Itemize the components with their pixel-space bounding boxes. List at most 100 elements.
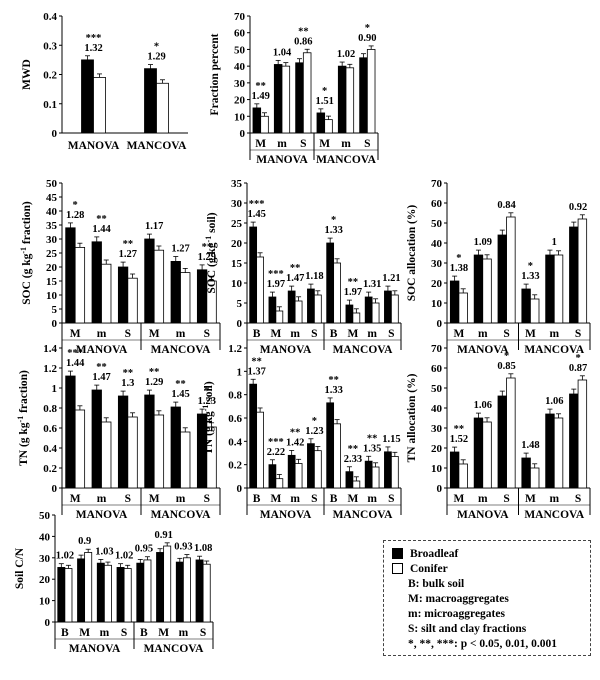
category-label: S: [364, 138, 370, 150]
ratio-label: 1.02: [337, 49, 355, 60]
significance-marker: *: [204, 386, 209, 397]
bar-broadleaf: [497, 395, 507, 489]
y-tick-label: 70: [431, 343, 443, 355]
y-tick-label: 15: [46, 276, 58, 288]
y-axis-label: SOC (g kg-1 soil): [204, 212, 219, 293]
significance-marker: **: [251, 356, 262, 367]
bar-broadleaf: [384, 290, 392, 324]
significance-marker: **: [123, 239, 134, 250]
ratio-label: 1.08: [194, 543, 212, 554]
y-tick-label: 15: [231, 258, 243, 270]
bar-broadleaf: [307, 288, 315, 324]
significance-marker: *: [331, 215, 336, 226]
bar-conifer: [123, 568, 132, 623]
y-tick-label: 0: [437, 318, 443, 330]
bar-broadleaf: [117, 395, 129, 489]
category-label: B: [61, 627, 69, 639]
bar-conifer: [458, 292, 468, 324]
y-tick-label: 50: [431, 218, 443, 230]
bar-conifer: [281, 65, 291, 134]
bar-conifer: [256, 411, 264, 489]
category-label: m: [290, 328, 300, 340]
group-label: MANCOVA: [524, 509, 585, 521]
y-tick-label: 20: [234, 95, 246, 107]
bar-conifer: [127, 277, 138, 324]
bar-broadleaf: [545, 413, 555, 489]
significance-marker: **: [348, 277, 359, 288]
bar-broadleaf: [81, 59, 94, 134]
bar-broadleaf: [273, 64, 283, 134]
bar-conifer: [163, 545, 172, 623]
ratio-label: 1.29: [145, 377, 163, 388]
category-label: m: [176, 493, 186, 505]
bar-broadleaf: [65, 227, 76, 324]
group-label: MANOVA: [457, 509, 509, 521]
y-tick-label: 0.4: [228, 436, 242, 448]
significance-marker: *: [154, 42, 159, 53]
category-label: m: [367, 328, 377, 340]
y-tick-label: 40: [46, 206, 58, 218]
y-tick-label: 25: [46, 248, 58, 260]
ratio-label: 1.33: [324, 225, 342, 236]
bar-conifer: [390, 294, 399, 324]
ratio-label: 1.04: [273, 47, 292, 58]
category-label: m: [97, 328, 107, 340]
bar-broadleaf: [252, 107, 262, 134]
category-label: M: [453, 328, 464, 340]
y-axis-label: TN allocation (%): [406, 373, 418, 462]
ratio-label: 1.51: [315, 96, 333, 107]
bar-conifer: [324, 119, 333, 134]
group-label: MANOVA: [76, 509, 128, 521]
ratio-label: 1.3: [121, 378, 134, 389]
ratio-label: 0.93: [174, 542, 192, 553]
y-tick-label: 0.8: [228, 390, 242, 402]
group-label: MANOVA: [68, 140, 120, 152]
ratio-label: 1.09: [474, 237, 492, 248]
bar-broadleaf: [345, 471, 354, 489]
y-tick-label: 35: [46, 220, 58, 232]
significance-marker: ***: [268, 437, 284, 448]
bar-broadleaf: [307, 443, 315, 489]
y-tick-label: 10: [46, 290, 58, 302]
y-tick-label: 30: [431, 258, 443, 270]
bar-broadleaf: [364, 296, 373, 324]
y-tick-label: 0.2: [43, 70, 57, 82]
bar-conifer: [74, 409, 86, 489]
ratio-label: 0.91: [154, 530, 172, 541]
significance-marker: ***: [67, 348, 83, 359]
y-tick-label: 50: [234, 44, 246, 56]
bar-conifer: [156, 82, 169, 134]
bar-conifer: [530, 298, 540, 324]
y-axis-label: Fraction percent: [209, 33, 221, 115]
significance-marker: *: [504, 351, 509, 362]
category-label: m: [290, 493, 300, 505]
bar-conifer: [180, 272, 191, 324]
group-label: MANCOVA: [151, 344, 212, 356]
bar-broadleaf: [337, 65, 347, 134]
y-tick-label: 10: [234, 111, 246, 123]
bar-conifer: [352, 480, 361, 489]
significance-marker: **: [298, 26, 309, 37]
y-tick-label: 1.4: [43, 343, 57, 355]
bar-conifer: [84, 552, 93, 623]
ratio-label: 1.21: [382, 273, 400, 284]
ratio-label: 1.52: [450, 434, 468, 445]
bar-conifer: [294, 463, 303, 489]
bar-broadleaf: [156, 552, 165, 623]
ratio-label: 1.44: [66, 358, 85, 369]
bar-conifer: [64, 568, 73, 623]
category-label: M: [525, 493, 536, 505]
bar-conifer: [275, 310, 284, 324]
y-tick-label: 35: [231, 178, 243, 190]
category-label: S: [575, 493, 581, 505]
bar-broadleaf: [345, 304, 354, 324]
significance-marker: *: [456, 253, 461, 264]
category-label: S: [388, 493, 394, 505]
y-tick-label: 0: [52, 128, 58, 140]
category-label: B: [330, 328, 338, 340]
ratio-label: 1.97: [344, 287, 362, 298]
y-tick-label: 20: [431, 443, 443, 455]
bar-broadleaf: [497, 234, 507, 324]
significance-marker: ***: [268, 269, 284, 280]
group-label: MANCOVA: [316, 154, 377, 166]
